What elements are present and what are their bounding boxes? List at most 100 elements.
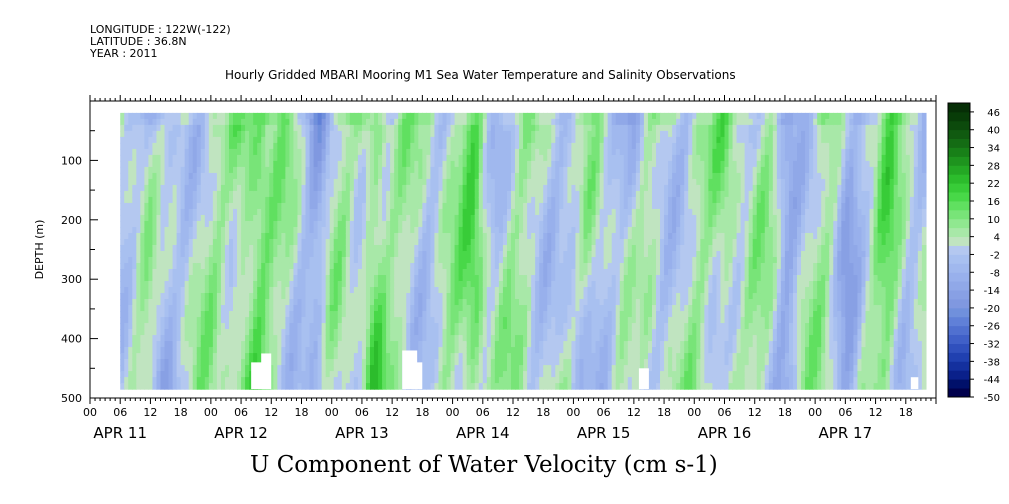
x-tick-label: 00 [83, 406, 97, 419]
colorbar-label: -20 [984, 304, 1000, 315]
colorbar-swatch [948, 379, 970, 389]
colorbar-label: 4 [994, 233, 1000, 244]
colorbar-swatch [948, 111, 970, 122]
year-label: YEAR : 2011 [90, 47, 158, 60]
colorbar-label: -32 [984, 340, 1000, 351]
x-tick-label: 00 [325, 406, 339, 419]
colorbar-swatch [948, 236, 970, 246]
colorbar-label: 10 [987, 215, 1000, 226]
colorbar-label: -8 [990, 268, 1000, 279]
x-tick-label: 06 [597, 406, 611, 419]
colorbar-swatch [948, 174, 970, 184]
colorbar-label: 40 [987, 126, 1000, 137]
colorbar-swatch [948, 281, 970, 291]
y-tick-label: 100 [61, 154, 82, 167]
colorbar-swatch [948, 254, 970, 264]
colorbar-swatch [948, 209, 970, 220]
colorbar-label: 34 [987, 144, 1000, 155]
x-tick-label: 06 [718, 406, 732, 419]
y-axis-label: DEPTH (m) [33, 220, 46, 280]
colorbar-swatch [948, 316, 970, 327]
day-label: APR 16 [698, 424, 752, 442]
x-tick-label: 12 [748, 406, 762, 419]
colorbar-swatch [948, 343, 970, 353]
colorbar-swatch [948, 138, 970, 148]
x-tick-label: 12 [385, 406, 399, 419]
colorbar-label: 16 [987, 197, 1000, 208]
colorbar-label: -44 [984, 375, 1000, 386]
day-label: APR 13 [335, 424, 389, 442]
x-tick-label: 00 [446, 406, 460, 419]
colorbar-swatch [948, 290, 970, 300]
x-tick-label: 18 [536, 406, 550, 419]
colorbar-label: 22 [987, 179, 1000, 190]
x-tick-label: 00 [687, 406, 701, 419]
y-tick-label: 400 [61, 333, 82, 346]
variable-title: U Component of Water Velocity (cm s-1) [250, 452, 718, 478]
x-tick-label: 06 [476, 406, 490, 419]
day-label: APR 14 [456, 424, 510, 442]
day-label: APR 12 [214, 424, 268, 442]
colorbar-swatch [948, 361, 970, 371]
x-tick-label: 12 [869, 406, 883, 419]
x-tick-label: 06 [355, 406, 369, 419]
heatmap-field [120, 112, 927, 390]
x-tick-label: 00 [566, 406, 580, 419]
y-tick-label: 200 [61, 214, 82, 227]
day-label: APR 17 [819, 424, 873, 442]
axes: 00 06 12 18 00 06 12 18 00 06 12 18 00 06 12 18 00 06 12 18… [61, 95, 937, 442]
colorbar-swatch [948, 129, 970, 140]
colorbar-swatch [948, 227, 970, 238]
colorbar-swatch [948, 165, 970, 175]
x-tick-label: 00 [808, 406, 822, 419]
x-tick-label: 12 [264, 406, 278, 419]
x-tick-label: 12 [143, 406, 157, 419]
metadata-header: LONGITUDE : 122W(-122) LATITUDE : 36.8N … [90, 24, 231, 60]
x-tick-label: 06 [234, 406, 248, 419]
x-tick-label: 06 [838, 406, 852, 419]
x-tick-label: 18 [657, 406, 671, 419]
colorbar-swatch [948, 245, 970, 255]
colorbar-label: -50 [984, 393, 1000, 404]
colorbar-label: -2 [990, 250, 1000, 261]
colorbar-swatch [948, 325, 970, 336]
latitude-label: LATITUDE : 36.8N [90, 35, 187, 48]
day-label: APR 15 [577, 424, 631, 442]
colorbar-label: -38 [984, 357, 1000, 368]
colorbar: 46 40 34 28 22 16 10 4 -2 -8 -14 -20 -26 -32 -38 -44 -50 [947, 102, 1000, 404]
colorbar-swatch [948, 299, 970, 309]
colorbar-swatch [948, 218, 970, 229]
colorbar-swatch [948, 147, 970, 157]
colorbar-swatch [948, 352, 970, 362]
x-tick-label: 18 [778, 406, 792, 419]
colorbar-swatch [948, 103, 970, 113]
y-tick-label: 300 [61, 273, 82, 286]
x-tick-label: 12 [506, 406, 520, 419]
colorbar-swatch [948, 201, 970, 211]
chart-title: Hourly Gridded MBARI Mooring M1 Sea Wate… [225, 68, 736, 82]
colorbar-swatch [948, 388, 970, 398]
colorbar-label: -26 [984, 322, 1000, 333]
colorbar-swatch [948, 120, 970, 131]
x-tick-label: 18 [174, 406, 188, 419]
colorbar-label: -14 [984, 286, 1000, 297]
colorbar-swatch [948, 334, 970, 344]
x-tick-label: 06 [113, 406, 127, 419]
longitude-label: LONGITUDE : 122W(-122) [90, 23, 231, 36]
x-tick-label: 18 [899, 406, 913, 419]
colorbar-swatch [948, 307, 970, 318]
colorbar-swatch [948, 183, 970, 193]
y-tick-label: 500 [61, 392, 82, 405]
colorbar-swatch [948, 156, 970, 166]
x-tick-label: 12 [627, 406, 641, 419]
colorbar-label: 28 [987, 161, 1000, 172]
x-tick-label: 18 [415, 406, 429, 419]
colorbar-swatch [948, 192, 970, 202]
colorbar-swatch [948, 263, 970, 273]
colorbar-swatch [948, 370, 970, 380]
x-tick-label: 00 [204, 406, 218, 419]
colorbar-label: 46 [987, 108, 1000, 119]
colorbar-swatch [948, 272, 970, 282]
x-tick-label: 18 [295, 406, 309, 419]
